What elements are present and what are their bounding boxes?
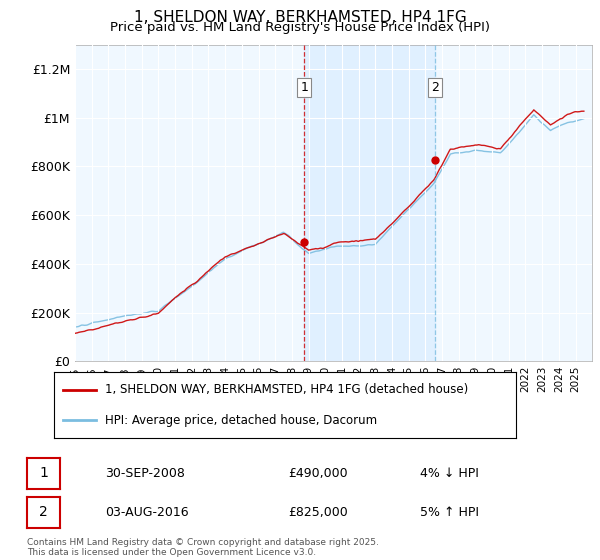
Text: 5% ↑ HPI: 5% ↑ HPI [420,506,479,519]
Text: 1: 1 [39,466,48,480]
Text: £490,000: £490,000 [288,466,347,480]
Text: Contains HM Land Registry data © Crown copyright and database right 2025.
This d: Contains HM Land Registry data © Crown c… [27,538,379,557]
Text: Price paid vs. HM Land Registry's House Price Index (HPI): Price paid vs. HM Land Registry's House … [110,21,490,34]
Text: 2: 2 [39,505,48,520]
Text: HPI: Average price, detached house, Dacorum: HPI: Average price, detached house, Daco… [105,414,377,427]
Text: £825,000: £825,000 [288,506,348,519]
Text: 4% ↓ HPI: 4% ↓ HPI [420,466,479,480]
Text: 1, SHELDON WAY, BERKHAMSTED, HP4 1FG: 1, SHELDON WAY, BERKHAMSTED, HP4 1FG [134,10,466,25]
Text: 1, SHELDON WAY, BERKHAMSTED, HP4 1FG (detached house): 1, SHELDON WAY, BERKHAMSTED, HP4 1FG (de… [105,383,468,396]
Text: 1: 1 [301,81,308,94]
Text: 2: 2 [431,81,439,94]
Text: 30-SEP-2008: 30-SEP-2008 [105,466,185,480]
Text: 03-AUG-2016: 03-AUG-2016 [105,506,188,519]
Bar [304,45,435,361]
